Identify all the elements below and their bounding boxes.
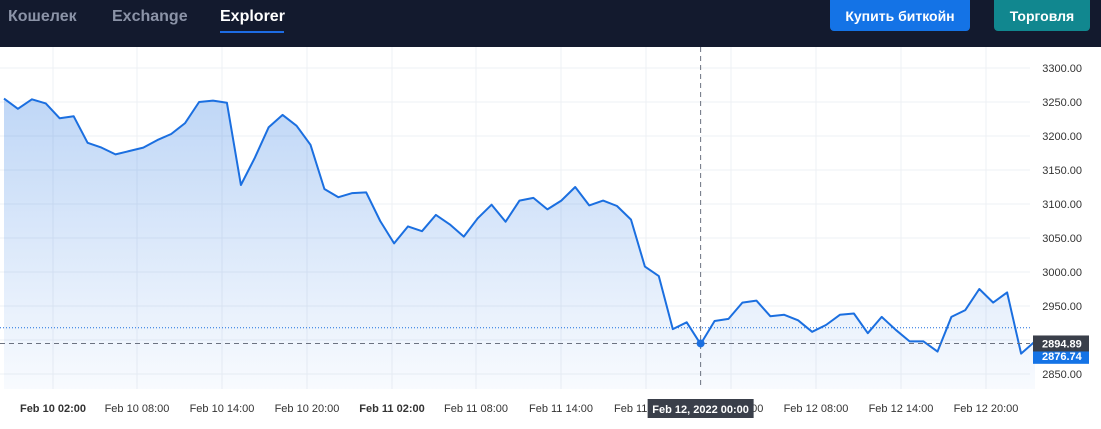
x-tick-label: Feb 12 08:00	[784, 403, 849, 415]
price-area-fill	[4, 98, 1035, 389]
price-line	[3, 97, 1036, 355]
y-axis: 3300.00 3250.00 3200.00 3150.00 3100.00 3050.…	[1042, 63, 1082, 381]
x-tick-label: Feb 11 08:00	[444, 403, 508, 415]
crosshair-time-tag	[647, 399, 754, 418]
y-tick-label: 3000.00	[1042, 267, 1082, 279]
crosshair-time-label: Feb 12, 2022 00:00	[652, 404, 749, 416]
price-chart[interactable]: 3300.00 3250.00 3200.00 3150.00 3100.00 3050.…	[0, 47, 1101, 424]
y-tick-label: 2950.00	[1042, 301, 1082, 313]
y-tick-label: 3050.00	[1042, 233, 1082, 245]
buy-bitcoin-button[interactable]: Купить биткойн	[830, 0, 970, 31]
y-tick-label: 3200.00	[1042, 131, 1082, 143]
trade-button[interactable]: Торговля	[994, 0, 1090, 31]
top-navigation-bar: Кошелек Exchange Explorer Купить биткойн…	[0, 0, 1101, 47]
tab-exchange[interactable]: Exchange	[112, 8, 188, 25]
x-tick-label: Feb 10 08:00	[105, 403, 170, 415]
y-tick-label: 3250.00	[1042, 97, 1082, 109]
x-tick-label: Feb 11 02:00	[359, 403, 424, 415]
x-tick-label: Feb 11 14:00	[529, 403, 593, 415]
last-value-tag	[1033, 347, 1089, 364]
y-tick-label: 3150.00	[1042, 165, 1082, 177]
tab-wallet[interactable]: Кошелек	[8, 8, 77, 25]
y-tick-label: 3100.00	[1042, 199, 1082, 211]
y-tick-label: 2850.00	[1042, 369, 1082, 381]
x-tick-label: Feb 10 20:00	[275, 403, 340, 415]
y-tick-label: 3300.00	[1042, 63, 1082, 75]
x-tick-label: Feb 10 14:00	[190, 403, 255, 415]
crosshair-value-tag	[1033, 335, 1089, 352]
price-chart-svg[interactable]: 3300.00 3250.00 3200.00 3150.00 3100.00 3050.…	[0, 47, 1101, 424]
crosshair-value-label: 2894.89	[1042, 338, 1082, 350]
last-value-label: 2876.74	[1042, 351, 1083, 363]
active-tab-indicator	[220, 31, 284, 33]
crosshair	[0, 47, 1030, 389]
x-axis: Feb 10 02:00 Feb 10 08:00 Feb 10 14:00 Feb …	[20, 403, 1018, 415]
x-tick-label: Feb 12 20:00	[954, 403, 1019, 415]
crosshair-point	[696, 339, 705, 348]
tab-explorer[interactable]: Explorer	[220, 8, 285, 25]
x-tick-label: Feb 12 14:00	[869, 403, 934, 415]
x-tick-label: Feb 10 02:00	[20, 403, 86, 415]
